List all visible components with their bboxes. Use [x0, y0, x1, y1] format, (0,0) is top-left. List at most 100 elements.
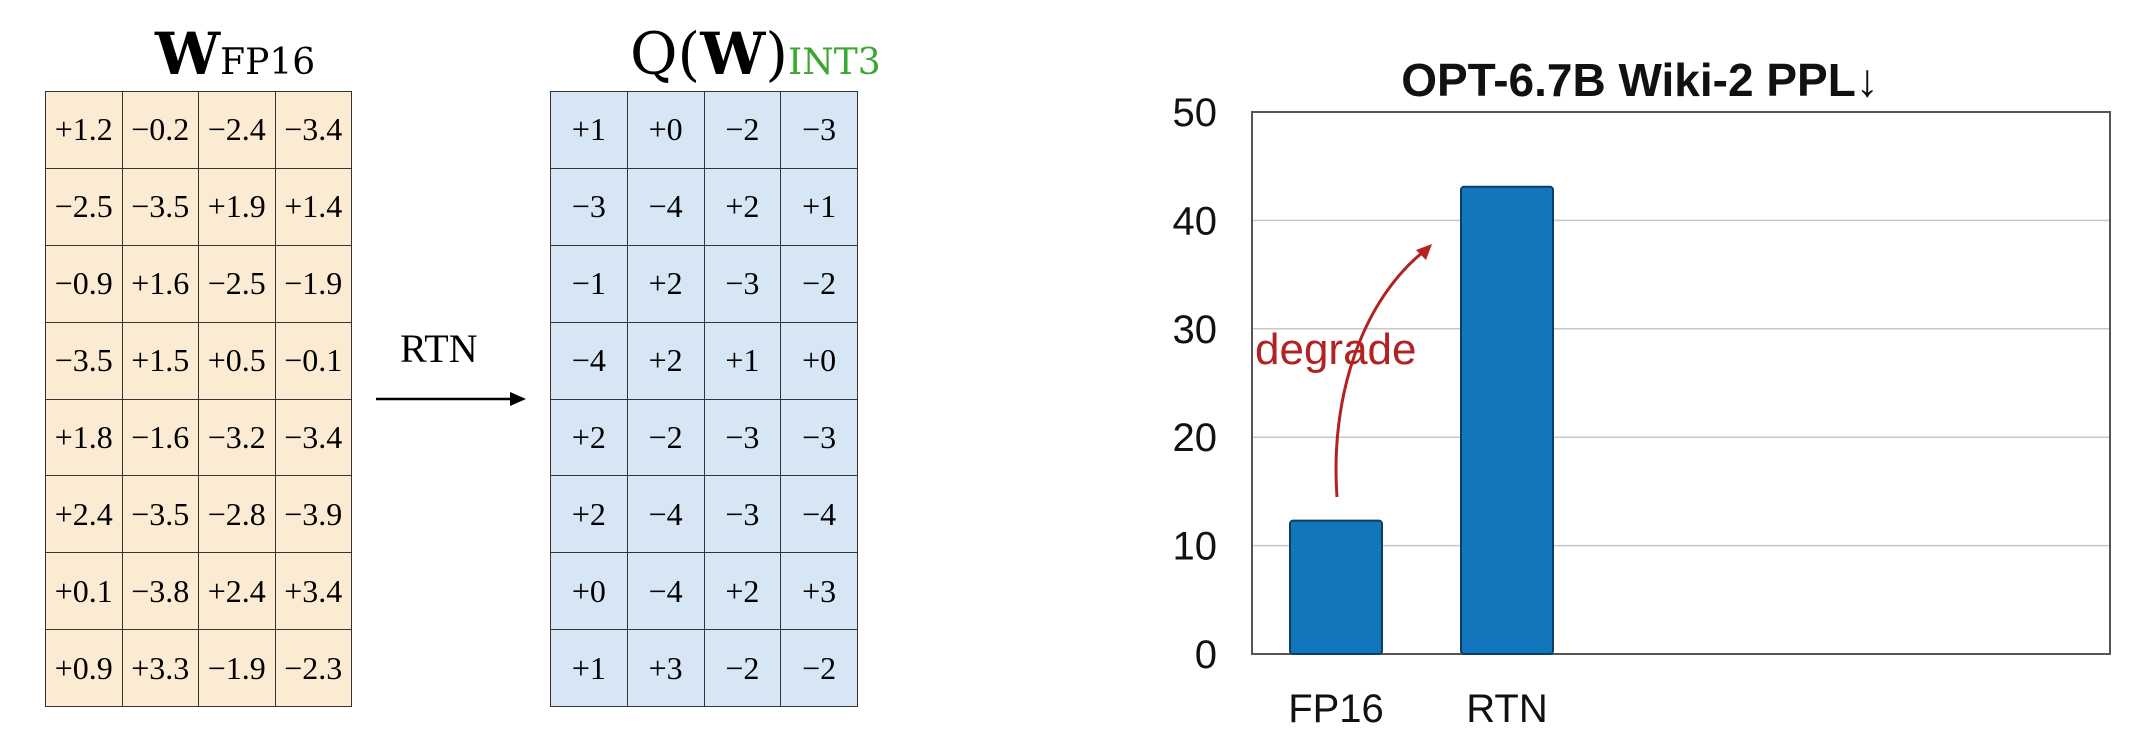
right-matrix-cell: −2	[703, 629, 782, 707]
right-matrix-row: +2 −4 −3 −4	[550, 475, 858, 554]
right-matrix-cell: −3	[703, 244, 782, 323]
left-matrix-cell: +0.5	[198, 321, 276, 400]
right-matrix-cell: +2	[626, 321, 705, 400]
y-tick-label: 50	[1173, 91, 1218, 135]
right-matrix-cell: −4	[626, 475, 705, 554]
left-matrix-cell: +3.3	[121, 629, 199, 707]
right-matrix-cell: +0	[626, 91, 705, 169]
right-matrix-cell: −4	[626, 552, 705, 631]
right-matrix-row: +1 +3 −2 −2	[550, 629, 858, 707]
right-matrix-row: +2 −2 −3 −3	[550, 398, 858, 477]
right-matrix-title-sub: INT3	[787, 42, 881, 83]
right-matrix-title-pre: Q(	[630, 20, 701, 88]
right-matrix-title: Q(W)INT3	[630, 20, 881, 88]
left-matrix-cell: +1.2	[45, 91, 123, 169]
right-matrix: +1 +0 −2 −3 −3 −4 +2 +1 −1 +2 −3 −2 −4 +2 +1 +0 +2 −2 −3 −3…	[550, 91, 858, 707]
left-matrix-cell: −0.9	[45, 244, 123, 323]
left-matrix-cell: −3.9	[274, 475, 352, 554]
left-matrix-row: −0.9 +1.6 −2.5 −1.9	[45, 244, 352, 323]
right-matrix-row: +0 −4 +2 +3	[550, 552, 858, 631]
right-matrix-title-bold: W	[700, 20, 766, 88]
left-matrix-cell: −2.4	[198, 91, 276, 169]
right-matrix-cell: +1	[703, 321, 782, 400]
plot-frame	[1251, 111, 2111, 655]
right-matrix-cell: +2	[703, 552, 782, 631]
bar-rtn	[1460, 185, 1554, 656]
bar-fp16	[1289, 519, 1383, 656]
right-matrix-cell: +0	[780, 321, 858, 400]
left-matrix-cell: −2.5	[198, 244, 276, 323]
left-matrix-cell: −0.1	[274, 321, 352, 400]
left-matrix-cell: +1.9	[198, 167, 276, 246]
right-matrix-row: −4 +2 +1 +0	[550, 321, 858, 400]
left-matrix-cell: −2.8	[198, 475, 276, 554]
right-matrix-cell: −2	[780, 629, 858, 707]
left-matrix-cell: −3.4	[274, 91, 352, 169]
degrade-annotation: degrade	[1255, 325, 1416, 374]
right-matrix-cell: −2	[703, 91, 782, 169]
left-matrix-title-sub: FP16	[220, 42, 316, 83]
right-matrix-cell: −3	[780, 91, 858, 169]
right-matrix-cell: −1	[550, 244, 628, 323]
left-matrix-cell: +0.1	[45, 552, 123, 631]
right-matrix-cell: +1	[780, 167, 858, 246]
right-matrix-cell: +2	[550, 398, 628, 477]
right-matrix-cell: +0	[550, 552, 628, 631]
y-tick-label: 40	[1173, 199, 1218, 243]
left-matrix-cell: +0.9	[45, 629, 123, 707]
right-matrix-cell: −2	[780, 244, 858, 323]
left-matrix-cell: +2.4	[198, 552, 276, 631]
chart-title: OPT-6.7B Wiki-2 PPL↓	[1401, 54, 1879, 106]
left-matrix-cell: −3.5	[121, 167, 199, 246]
left-matrix-row: +0.9 +3.3 −1.9 −2.3	[45, 629, 352, 707]
left-matrix-cell: −1.6	[121, 398, 199, 477]
left-matrix-row: +1.2 −0.2 −2.4 −3.4	[45, 91, 352, 169]
x-category-label: FP16	[1288, 687, 1384, 731]
left-matrix-cell: +1.6	[121, 244, 199, 323]
right-matrix-cell: +1	[550, 91, 628, 169]
left-matrix-row: +0.1 −3.8 +2.4 +3.4	[45, 552, 352, 631]
right-matrix-cell: −3	[780, 398, 858, 477]
left-matrix-row: −3.5 +1.5 +0.5 −0.1	[45, 321, 352, 400]
y-tick-label: 30	[1173, 308, 1218, 352]
right-matrix-cell: −4	[780, 475, 858, 554]
x-category-label: RTN	[1466, 687, 1547, 731]
right-matrix-cell: +3	[780, 552, 858, 631]
left-matrix-cell: −1.9	[198, 629, 276, 707]
left-matrix-row: +1.8 −1.6 −3.2 −3.4	[45, 398, 352, 477]
degrade-arrowhead-icon	[1416, 244, 1432, 260]
left-matrix-cell: +1.4	[274, 167, 352, 246]
right-arrow-icon	[376, 392, 526, 406]
right-matrix-cell: +3	[626, 629, 705, 707]
left-matrix-row: −2.5 −3.5 +1.9 +1.4	[45, 167, 352, 246]
right-matrix-cell: +2	[626, 244, 705, 323]
right-matrix-row: −3 −4 +2 +1	[550, 167, 858, 246]
left-matrix-cell: −3.4	[274, 398, 352, 477]
left-matrix-title: WFP16	[155, 20, 315, 88]
left-matrix-cell: +1.8	[45, 398, 123, 477]
left-matrix-cell: −2.5	[45, 167, 123, 246]
left-matrix-cell: +2.4	[45, 475, 123, 554]
left-matrix-cell: −3.5	[45, 321, 123, 400]
degrade-arrow	[1334, 246, 1429, 498]
left-matrix-title-main: W	[155, 20, 221, 88]
left-matrix-row: +2.4 −3.5 −2.8 −3.9	[45, 475, 352, 554]
right-matrix-row: −1 +2 −3 −2	[550, 244, 858, 323]
left-matrix-cell: −0.2	[121, 91, 199, 169]
right-matrix-cell: +2	[550, 475, 628, 554]
right-matrix-cell: −4	[550, 321, 628, 400]
left-matrix-cell: −3.8	[121, 552, 199, 631]
left-matrix-cell: −3.5	[121, 475, 199, 554]
y-tick-label: 0	[1195, 633, 1217, 677]
right-matrix-title-post: )	[765, 20, 788, 88]
left-matrix: +1.2 −0.2 −2.4 −3.4 −2.5 −3.5 +1.9 +1.4 −0.9 +1.6…	[45, 91, 352, 707]
right-matrix-cell: −3	[550, 167, 628, 246]
right-matrix-row: +1 +0 −2 −3	[550, 91, 858, 169]
y-tick-label: 10	[1173, 525, 1218, 569]
left-matrix-cell: +1.5	[121, 321, 199, 400]
right-matrix-cell: −4	[626, 167, 705, 246]
right-matrix-cell: +2	[703, 167, 782, 246]
right-matrix-cell: −3	[703, 398, 782, 477]
left-matrix-cell: +3.4	[274, 552, 352, 631]
